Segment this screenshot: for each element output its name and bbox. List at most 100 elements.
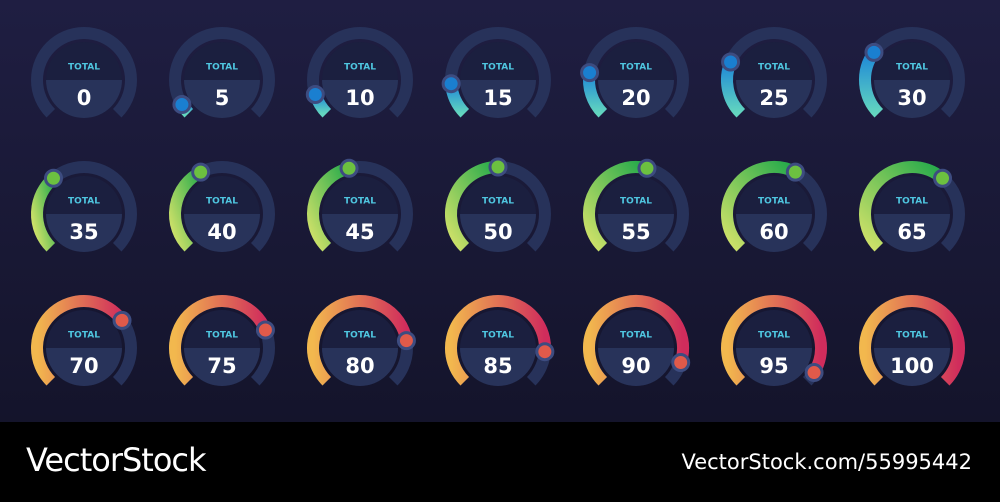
gauge-value: 100 (890, 354, 934, 378)
gauge-value-panel (736, 80, 812, 118)
gauge-knob (864, 42, 884, 62)
gauge-knob (535, 342, 555, 362)
gauge-arc (583, 295, 689, 386)
gauge-knob (441, 74, 461, 94)
gauge-value-panel (598, 348, 674, 386)
gauge-value: 0 (77, 86, 92, 110)
gauge-arc (307, 162, 351, 252)
gauge-knob (637, 158, 657, 178)
gauge-value: 10 (345, 86, 374, 110)
gauge-knob (785, 162, 805, 182)
gauge-label: TOTAL (620, 331, 652, 341)
gauge-label: TOTAL (344, 63, 376, 73)
gauge-arc (307, 295, 413, 386)
image-id: VectorStock.com/55995442 (681, 450, 972, 474)
gauge-value-panel (184, 348, 260, 386)
gauge-value: 80 (345, 354, 374, 378)
gauge-value-panel (460, 214, 536, 252)
gauge-label: TOTAL (482, 197, 514, 207)
gauge-track (31, 27, 137, 118)
gauge-label: TOTAL (896, 197, 928, 207)
gauge-value-panel (460, 80, 536, 118)
gauge-value-panel (46, 214, 122, 252)
gauge-knob (255, 320, 275, 340)
gauge-value: 95 (759, 354, 788, 378)
gauge-arc (31, 295, 127, 386)
gauge-value: 65 (897, 220, 926, 244)
gauge-arc (859, 161, 947, 252)
gauge-value: 20 (621, 86, 650, 110)
gauge-knob (112, 310, 132, 330)
gauge-value: 55 (621, 220, 650, 244)
gauge-value-panel (598, 214, 674, 252)
gauge-knob (191, 162, 211, 182)
gauge-knob (396, 331, 416, 351)
gauge-arc (169, 166, 204, 252)
gauge-value: 85 (483, 354, 512, 378)
gauge-value-panel (874, 80, 950, 118)
brand: VectorStock (26, 441, 207, 479)
gauge-label: TOTAL (206, 197, 238, 207)
gauge-value-panel (322, 348, 398, 386)
gauge-knob (488, 157, 508, 177)
gauge-label: TOTAL (344, 331, 376, 341)
gauge-knob (804, 363, 824, 383)
gauge-value-panel (322, 214, 398, 252)
gauge-value-panel (46, 348, 122, 386)
gauge-label: TOTAL (758, 197, 790, 207)
gauge-label: TOTAL (620, 197, 652, 207)
gauge-value-panel (598, 80, 674, 118)
gauge-knob (339, 158, 359, 178)
gauge-knob (580, 63, 600, 83)
footer-bar (0, 422, 1000, 502)
gauge-value: 45 (345, 220, 374, 244)
gauge-value: 90 (621, 354, 650, 378)
gauge-label: TOTAL (758, 331, 790, 341)
gauge-value: 15 (483, 86, 512, 110)
gauge-label: TOTAL (206, 63, 238, 73)
gauge-value-panel (874, 214, 950, 252)
gauge-knob (305, 85, 325, 105)
gauge-label: TOTAL (68, 197, 100, 207)
gauge-label: TOTAL (482, 331, 514, 341)
gauge-label: TOTAL (896, 63, 928, 73)
gauge-track (307, 27, 413, 118)
gauge-value-panel (184, 80, 260, 118)
gauge-value-panel (184, 214, 260, 252)
gauge-value-panel (874, 348, 950, 386)
gauge-value-panel (736, 214, 812, 252)
gauge-value: 70 (69, 354, 98, 378)
gauge-value-panel (460, 348, 536, 386)
gauge-label: TOTAL (68, 331, 100, 341)
gauge-arc (721, 161, 799, 252)
gauge-label: TOTAL (896, 331, 928, 341)
gauge-value-panel (46, 80, 122, 118)
gauge-track (169, 27, 275, 118)
gauge-arc (445, 295, 551, 386)
gauge-label: TOTAL (68, 63, 100, 73)
gauge-value: 75 (207, 354, 236, 378)
gauge-knob (933, 168, 953, 188)
gauge-knob (671, 353, 691, 373)
gauge-value-panel (736, 348, 812, 386)
gauge-label: TOTAL (758, 63, 790, 73)
gauge-knob (43, 168, 63, 188)
gauge-arc (169, 295, 271, 386)
gauge-label: TOTAL (620, 63, 652, 73)
gauge-arc (445, 161, 499, 252)
gauge-knob (172, 95, 192, 115)
gauge-arc (721, 295, 827, 386)
gauge-value: 60 (759, 220, 788, 244)
gauge-value: 50 (483, 220, 512, 244)
gauge-label: TOTAL (344, 197, 376, 207)
gauge-value: 40 (207, 220, 236, 244)
gauge-value-panel (322, 80, 398, 118)
gauge-value: 5 (215, 86, 230, 110)
gauge-label: TOTAL (482, 63, 514, 73)
gauge-label: TOTAL (206, 331, 238, 341)
gauge-value: 35 (69, 220, 98, 244)
gauge-value: 25 (759, 86, 788, 110)
gauge-arc (583, 161, 649, 252)
gauge-value: 30 (897, 86, 926, 110)
